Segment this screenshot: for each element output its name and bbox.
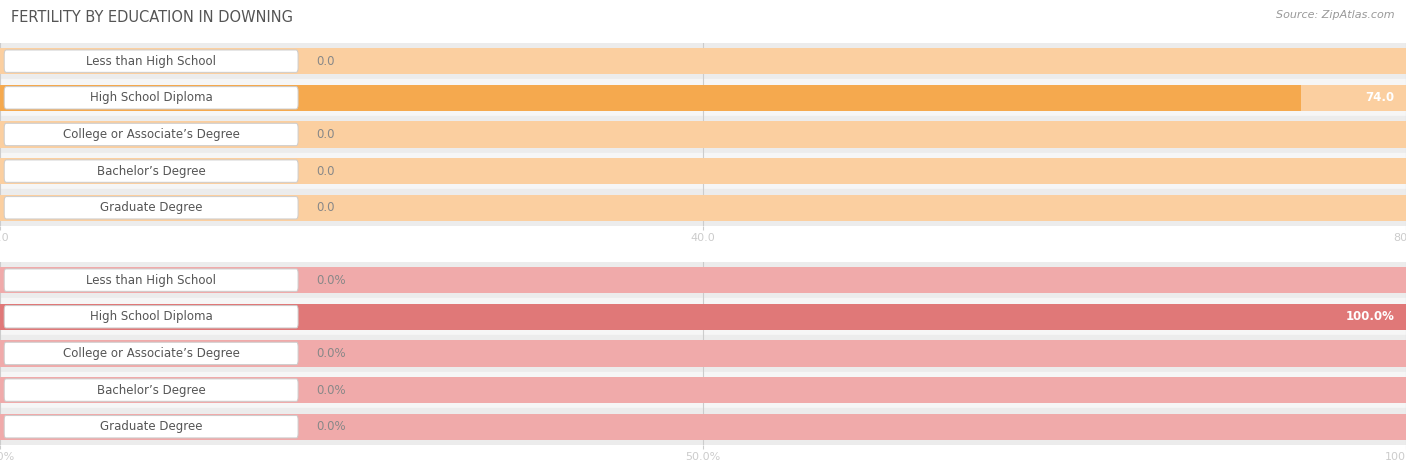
Text: Graduate Degree: Graduate Degree — [100, 420, 202, 433]
FancyBboxPatch shape — [4, 269, 298, 291]
Text: Bachelor’s Degree: Bachelor’s Degree — [97, 165, 205, 178]
Text: Less than High School: Less than High School — [86, 274, 217, 287]
FancyBboxPatch shape — [4, 197, 298, 219]
FancyBboxPatch shape — [4, 87, 298, 109]
Text: High School Diploma: High School Diploma — [90, 310, 212, 323]
Bar — [0, 298, 1406, 335]
FancyBboxPatch shape — [4, 160, 298, 182]
Text: 0.0: 0.0 — [316, 55, 335, 68]
Bar — [0, 195, 1406, 221]
Bar — [0, 85, 1406, 111]
Text: Graduate Degree: Graduate Degree — [100, 201, 202, 214]
FancyBboxPatch shape — [4, 379, 298, 401]
Bar — [0, 48, 1406, 74]
Bar — [0, 304, 1406, 330]
Text: 0.0%: 0.0% — [316, 384, 346, 397]
Text: College or Associate’s Degree: College or Associate’s Degree — [63, 347, 239, 360]
Bar — [0, 372, 1406, 408]
Text: 0.0: 0.0 — [316, 165, 335, 178]
FancyBboxPatch shape — [4, 123, 298, 146]
Bar — [0, 158, 1406, 184]
Bar — [0, 85, 1301, 111]
Bar — [0, 414, 1406, 440]
Text: 74.0: 74.0 — [1365, 91, 1395, 104]
Bar — [0, 267, 1406, 293]
Bar — [0, 116, 1406, 153]
Text: College or Associate’s Degree: College or Associate’s Degree — [63, 128, 239, 141]
Bar — [0, 121, 1406, 148]
FancyBboxPatch shape — [4, 306, 298, 328]
Text: 100.0%: 100.0% — [1346, 310, 1395, 323]
Bar — [0, 408, 1406, 445]
Text: 0.0: 0.0 — [316, 201, 335, 214]
Text: Less than High School: Less than High School — [86, 55, 217, 68]
Bar — [0, 335, 1406, 372]
Bar — [0, 189, 1406, 226]
Text: High School Diploma: High School Diploma — [90, 91, 212, 104]
Text: 0.0%: 0.0% — [316, 420, 346, 433]
FancyBboxPatch shape — [4, 416, 298, 438]
Bar — [0, 79, 1406, 116]
Text: Bachelor’s Degree: Bachelor’s Degree — [97, 384, 205, 397]
Text: Source: ZipAtlas.com: Source: ZipAtlas.com — [1277, 10, 1395, 20]
FancyBboxPatch shape — [4, 50, 298, 72]
Text: 0.0%: 0.0% — [316, 274, 346, 287]
Text: 0.0: 0.0 — [316, 128, 335, 141]
Bar — [0, 43, 1406, 79]
Bar — [0, 340, 1406, 367]
Text: 0.0%: 0.0% — [316, 347, 346, 360]
Bar — [0, 304, 1406, 330]
Bar — [0, 262, 1406, 298]
FancyBboxPatch shape — [4, 342, 298, 365]
Bar — [0, 377, 1406, 403]
Bar — [0, 153, 1406, 189]
Text: FERTILITY BY EDUCATION IN DOWNING: FERTILITY BY EDUCATION IN DOWNING — [11, 10, 294, 26]
